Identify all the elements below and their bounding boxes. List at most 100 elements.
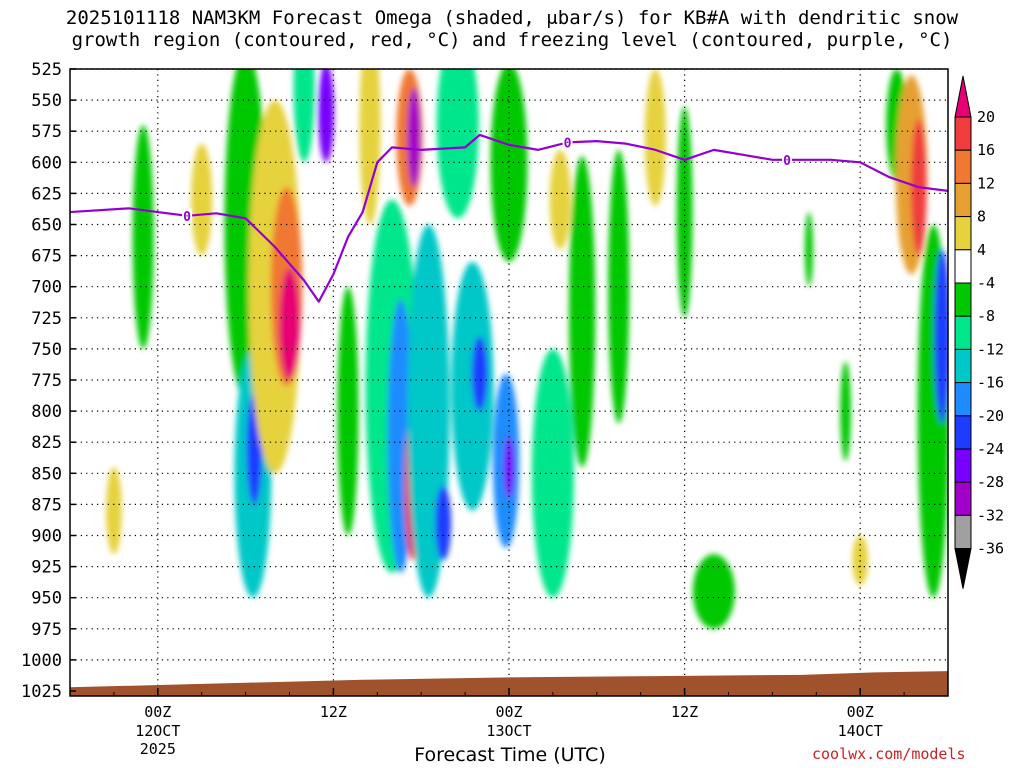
- y-tick-label-625: 625: [31, 184, 62, 204]
- omega-cell-21: [436, 69, 479, 219]
- omega-cell-9: [293, 69, 315, 163]
- omega-cell-1: [105, 467, 122, 555]
- y-tick-label-850: 850: [31, 464, 62, 484]
- omega-cell-2: [191, 143, 213, 256]
- colorbar-swatch-4: [954, 216, 972, 251]
- colorbar-swatch-1: [954, 116, 972, 151]
- colorbar-swatch-8: [954, 348, 972, 384]
- colorbar-label-12: 12: [977, 174, 995, 192]
- colorbar-swatch-6: [954, 282, 972, 317]
- colorbar-swatch-12: [954, 481, 972, 516]
- grid-lines: [70, 68, 948, 696]
- omega-cell-11: [337, 286, 359, 536]
- freezing-level-label-1: 0: [564, 136, 572, 151]
- y-tick-label-900: 900: [31, 527, 62, 547]
- y-tick-label-550: 550: [31, 91, 62, 111]
- omega-cell-27: [531, 348, 574, 598]
- omega-cell-28: [549, 149, 571, 250]
- freezing-level-label-2: 0: [783, 154, 791, 169]
- freezing-label-bg-2: [782, 152, 793, 167]
- omega-cell-33: [692, 554, 735, 629]
- omega-cell-30: [608, 149, 630, 424]
- ground-fill: [70, 671, 948, 696]
- colorbar-label-20: 20: [977, 108, 995, 126]
- x-tick-date-2: 13OCT: [486, 722, 531, 740]
- omega-cell-29: [568, 156, 596, 468]
- y-tick-label-925: 925: [31, 558, 62, 578]
- credit-link[interactable]: coolwx.com/models: [812, 745, 966, 763]
- colorbar-label-8: 8: [977, 208, 986, 226]
- y-tick-label-725: 725: [31, 309, 62, 329]
- omega-cell-35: [840, 361, 851, 461]
- chart-title-line-2: growth region (contoured, red, °C) and f…: [71, 29, 953, 51]
- colorbar-swatch-14: [954, 548, 972, 589]
- y-tick-label-700: 700: [31, 278, 62, 298]
- y-tick-label-750: 750: [31, 340, 62, 360]
- freezing-label-bg-0: [182, 208, 193, 223]
- omega-cell-0: [132, 124, 154, 349]
- omega-cell-16: [407, 87, 421, 188]
- colorbar-label--8: -8: [977, 307, 995, 325]
- y-tick-label-775: 775: [31, 371, 62, 391]
- omega-cell-34: [804, 212, 813, 287]
- freezing-level-contour: 0 0 0: [70, 133, 948, 303]
- colorbar: 20 16 12 8 4 -4 -8 -12 -16 -20 -24 -28 -32 -36: [954, 75, 1004, 589]
- x-tick-label-4: 00Z: [847, 703, 874, 721]
- x-tick-date-0: 12OCT: [135, 722, 180, 740]
- omega-cell-41: [934, 249, 948, 424]
- colorbar-label--24: -24: [977, 440, 1004, 458]
- y-tick-label-675: 675: [31, 247, 62, 267]
- omega-cell-25: [503, 435, 515, 499]
- colorbar-swatch-11: [954, 448, 972, 483]
- colorbar-swatch-9: [954, 382, 972, 417]
- y-tick-label-800: 800: [31, 402, 62, 422]
- colorbar-label--16: -16: [977, 374, 1004, 392]
- colorbar-swatch-3: [954, 182, 972, 218]
- x-tick-year-0: 2025: [140, 740, 176, 758]
- colorbar-label--36: -36: [977, 540, 1004, 558]
- y-tick-label-1000: 1000: [21, 651, 62, 671]
- colorbar-label--28: -28: [977, 473, 1004, 491]
- y-tick-label-650: 650: [31, 216, 62, 236]
- colorbar-swatch-13: [954, 514, 972, 550]
- y-tick-label-1025: 1025: [21, 682, 62, 702]
- y-tick-label-600: 600: [31, 153, 62, 173]
- y-axis: 525 550 575 600 625 650 675 700 725 750 775 800 825 8…: [21, 60, 76, 702]
- y-tick-label-525: 525: [31, 60, 62, 80]
- colorbar-swatch-2: [954, 149, 972, 184]
- omega-cell-31: [644, 69, 666, 206]
- x-tick-label-0: 00Z: [144, 703, 171, 721]
- ground-surface: [70, 671, 948, 696]
- x-tick-label-1: 12Z: [320, 703, 347, 721]
- colorbar-swatch-10: [954, 415, 972, 450]
- x-axis-title: Forecast Time (UTC): [414, 744, 606, 766]
- colorbar-label--32: -32: [977, 506, 1004, 524]
- x-tick-label-2: 00Z: [495, 703, 522, 721]
- x-tick-date-4: 14OCT: [838, 722, 883, 740]
- omega-cell-26: [490, 69, 528, 262]
- colorbar-swatch-0: [954, 75, 972, 118]
- colorbar-swatch-7: [954, 315, 972, 350]
- colorbar-swatch-5: [954, 249, 972, 284]
- y-tick-label-575: 575: [31, 122, 62, 142]
- y-tick-label-975: 975: [31, 620, 62, 640]
- omega-cell-8: [278, 268, 301, 380]
- freezing-level-line: [70, 133, 948, 303]
- omega-cell-36: [852, 535, 869, 586]
- omega-cell-20: [435, 485, 452, 561]
- y-tick-label-825: 825: [31, 433, 62, 453]
- y-tick-label-875: 875: [31, 495, 62, 515]
- freezing-level-label-0: 0: [183, 210, 191, 225]
- omega-cell-23: [471, 336, 488, 412]
- chart-title-line-1: 2025101118 NAM3KM Forecast Omega (shaded…: [65, 7, 959, 29]
- omega-cell-10: [318, 69, 334, 163]
- y-tick-label-950: 950: [31, 589, 62, 609]
- colorbar-label--4: -4: [977, 274, 995, 292]
- colorbar-label-4: 4: [977, 241, 986, 259]
- x-tick-label-3: 12Z: [671, 703, 698, 721]
- colorbar-label-16: 16: [977, 141, 995, 159]
- colorbar-label--12: -12: [977, 340, 1004, 358]
- freezing-label-bg-1: [562, 135, 573, 150]
